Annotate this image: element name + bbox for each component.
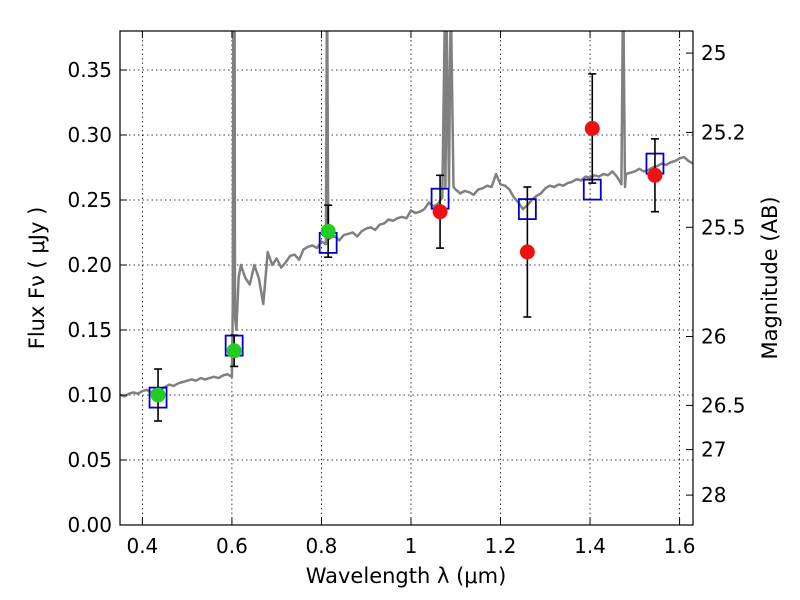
- y2-axis-ticks: 25 25.2 25.5 26 26.5 27 28: [686, 41, 746, 507]
- y-axis-label: Flux Fν ( μJy ): [25, 207, 49, 350]
- x-axis-ticks: 0.4 0.6 0.8 1 1.2 1.4 1.6: [126, 31, 695, 558]
- y2-tick-label: 25.5: [701, 215, 746, 239]
- y-tick-label: 0.25: [67, 188, 112, 212]
- y2-axis-label: Magnitude (AB): [758, 196, 782, 359]
- x-tick-label: 1.4: [574, 534, 606, 558]
- plot-frame: [119, 30, 694, 526]
- y-tick-label: 0.00: [67, 513, 112, 537]
- y-tick-label: 0.35: [67, 58, 112, 82]
- data-points: [150, 121, 663, 403]
- y2-tick-label: 26: [701, 325, 726, 349]
- y-tick-label: 0.05: [67, 448, 112, 472]
- y2-tick-label: 25.2: [701, 120, 746, 144]
- data-point-red: [584, 121, 600, 136]
- x-tick-label: 0.8: [306, 534, 338, 558]
- spectrum-line: [120, 31, 693, 398]
- data-point-green: [320, 223, 336, 239]
- y2-tick-label: 25: [701, 41, 726, 65]
- x-tick-label: 0.6: [216, 534, 248, 558]
- data-point-red: [432, 204, 448, 220]
- x-tick-label: 1.2: [485, 534, 517, 558]
- y2-tick-label: 28: [701, 483, 726, 507]
- data-point-red: [647, 167, 663, 183]
- data-point-green: [226, 343, 242, 359]
- y-tick-label: 0.10: [67, 383, 112, 407]
- y-axis-ticks: 0.00 0.05 0.10 0.15 0.20 0.25 0.30 0.35: [67, 58, 127, 537]
- x-tick-label: 1: [405, 534, 418, 558]
- y-tick-label: 0.30: [67, 123, 112, 147]
- spectrum-layer: [120, 31, 693, 398]
- y-tick-label: 0.15: [67, 318, 112, 342]
- y-tick-label: 0.20: [67, 253, 112, 277]
- y2-tick-label: 26.5: [701, 393, 746, 417]
- x-tick-label: 0.4: [126, 534, 158, 558]
- data-point-green: [150, 387, 166, 403]
- x-axis-label: Wavelength λ (μm): [306, 564, 507, 588]
- y2-tick-label: 27: [701, 438, 726, 462]
- x-tick-label: 1.6: [664, 534, 696, 558]
- data-point-red: [519, 244, 535, 260]
